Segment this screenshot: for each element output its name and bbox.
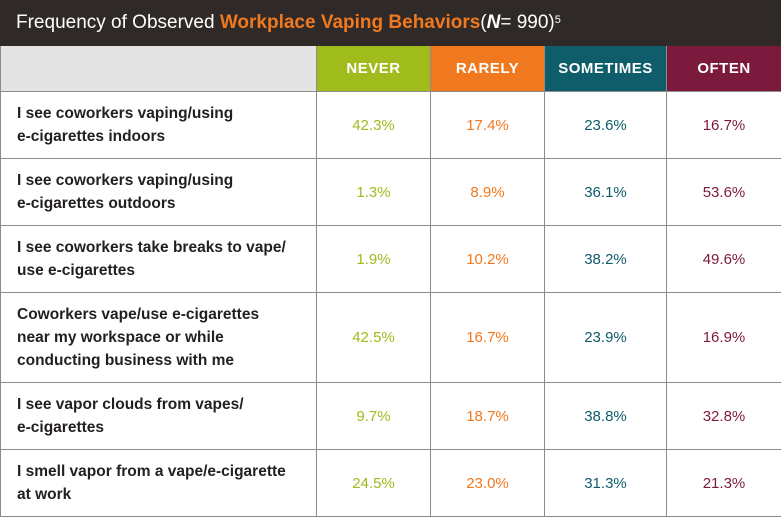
row-label: I see coworkers vaping/using e-cigarettes… [0,91,317,159]
value-cell-often: 32.8% [666,382,781,450]
value-cell-sometimes: 36.1% [544,158,667,226]
row-label-line: I see coworkers vaping/using [17,105,234,122]
value-cell-rarely: 23.0% [430,449,545,517]
table-row: I see vapor clouds from vapes/e-cigarett… [0,382,781,450]
value-cell-rarely: 16.7% [430,292,545,383]
table-row: Coworkers vape/use e-cigarettes near my w… [0,292,781,383]
column-header-never: NEVER [316,46,431,92]
row-label: I smell vapor from a vape/e-cigarette at … [0,449,317,517]
value-cell-never: 1.9% [316,225,431,293]
header-corner-cell [0,46,317,92]
value-cell-rarely: 17.4% [430,91,545,159]
value-cell-often: 21.3% [666,449,781,517]
title-n-value: = 990) [500,12,555,33]
value-cell-never: 1.3% [316,158,431,226]
row-label: I see coworkers vaping/using e-cigarettes… [0,158,317,226]
table-row: I see coworkers vaping/using e-cigarettes… [0,91,781,159]
title-n-label: N [486,12,501,33]
column-header-sometimes: SOMETIMES [544,46,667,92]
value-cell-sometimes: 38.8% [544,382,667,450]
header-row: NEVER RARELY SOMETIMES OFTEN [0,46,781,92]
frequency-table: NEVER RARELY SOMETIMES OFTEN I see cowor… [0,46,781,517]
table-title: Frequency of Observed Workplace Vaping B… [0,0,781,46]
value-cell-never: 9.7% [316,382,431,450]
value-cell-never: 42.3% [316,91,431,159]
row-label-line: I see coworkers take breaks to vape/ [17,239,286,256]
row-label: Coworkers vape/use e-cigarettes near my w… [0,292,317,383]
table-row: I see coworkers take breaks to vape/use … [0,225,781,293]
row-label: I see coworkers take breaks to vape/use … [0,225,317,293]
value-cell-sometimes: 31.3% [544,449,667,517]
row-label-line: Coworkers vape/use e-cigarettes [17,306,260,323]
title-highlight: Workplace Vaping Behaviors [219,12,481,33]
row-label-line: use e-cigarettes [17,262,136,279]
row-label-line: e-cigarettes indoors [17,128,166,145]
value-cell-never: 42.5% [316,292,431,383]
title-prefix: Frequency of Observed [16,12,215,33]
row-label-line: I see coworkers vaping/using [17,172,234,189]
value-cell-sometimes: 38.2% [544,225,667,293]
value-cell-often: 49.6% [666,225,781,293]
title-footnote: 5 [554,14,561,26]
value-cell-sometimes: 23.6% [544,91,667,159]
row-label-line: I smell vapor from a vape/e-cigarette [17,463,286,480]
table-row: I see coworkers vaping/using e-cigarettes… [0,158,781,226]
value-cell-often: 16.7% [666,91,781,159]
row-label-line: conducting business with me [17,352,235,369]
row-label-line: e-cigarettes [17,419,105,436]
title-suffix-open: ( [480,12,487,33]
value-cell-rarely: 18.7% [430,382,545,450]
column-header-rarely: RARELY [430,46,545,92]
row-label-line: near my workspace or while [17,329,224,346]
table-row: I smell vapor from a vape/e-cigarette at … [0,449,781,517]
table-body: I see coworkers vaping/using e-cigarettes… [0,91,781,517]
row-label-line: e-cigarettes outdoors [17,195,176,212]
value-cell-often: 53.6% [666,158,781,226]
value-cell-never: 24.5% [316,449,431,517]
row-label-line: at work [17,486,72,503]
row-label-line: I see vapor clouds from vapes/ [17,396,244,413]
value-cell-often: 16.9% [666,292,781,383]
column-header-often: OFTEN [666,46,781,92]
value-cell-rarely: 8.9% [430,158,545,226]
value-cell-sometimes: 23.9% [544,292,667,383]
row-label: I see vapor clouds from vapes/e-cigarett… [0,382,317,450]
value-cell-rarely: 10.2% [430,225,545,293]
